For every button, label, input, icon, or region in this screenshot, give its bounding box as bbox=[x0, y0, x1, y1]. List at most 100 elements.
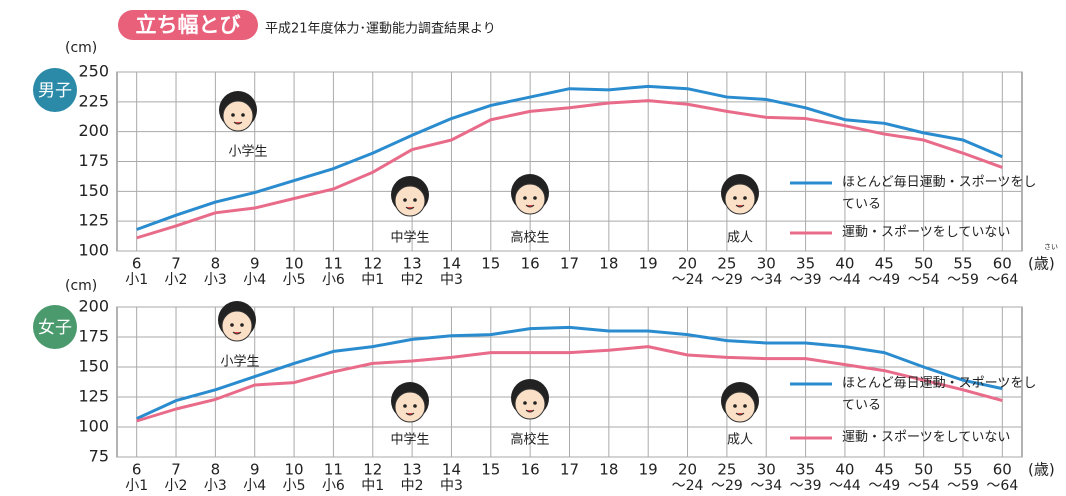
x-tick-label: 45 bbox=[875, 255, 894, 273]
x-tick-sublabel: 〜39 bbox=[790, 272, 822, 288]
x-tick-label: 25 bbox=[717, 255, 736, 273]
x-tick-label: 55 bbox=[953, 255, 972, 273]
x-tick-label: 35 bbox=[796, 255, 815, 273]
annotation: 成人 bbox=[727, 231, 753, 246]
x-tick-label: 13 bbox=[403, 255, 422, 273]
x-tick-label: 12 bbox=[363, 461, 382, 479]
eye bbox=[733, 196, 737, 200]
x-tick-label: 10 bbox=[285, 255, 304, 273]
y-tick-label: 75 bbox=[89, 447, 109, 466]
x-tick-label: 60 bbox=[993, 461, 1012, 479]
x-tick-label: 6 bbox=[132, 255, 142, 273]
x-tick-label: 7 bbox=[171, 255, 181, 273]
x-tick-sublabel: 小6 bbox=[322, 478, 345, 494]
x-tick-label: 18 bbox=[599, 255, 618, 273]
eye bbox=[413, 404, 417, 408]
face bbox=[223, 101, 253, 131]
x-tick-sublabel: 〜29 bbox=[711, 272, 743, 288]
x-tick-label: 19 bbox=[639, 255, 658, 273]
eye bbox=[533, 401, 537, 405]
x-tick-sublabel: 〜64 bbox=[986, 272, 1018, 288]
x-tick-sublabel: 小4 bbox=[243, 478, 266, 494]
x-tick-label: 25 bbox=[717, 461, 736, 479]
eye bbox=[523, 196, 527, 200]
x-tick-label: 60 bbox=[993, 255, 1012, 273]
x-tick-label: 11 bbox=[324, 255, 343, 273]
face bbox=[725, 184, 755, 214]
face bbox=[395, 186, 425, 216]
x-tick-label: 55 bbox=[953, 461, 972, 479]
x-tick-sublabel: 小1 bbox=[125, 478, 148, 494]
y-tick-label: 125 bbox=[78, 211, 109, 230]
x-tick-sublabel: 中2 bbox=[401, 272, 424, 288]
x-tick-label: 18 bbox=[599, 461, 618, 479]
x-tick-label: 10 bbox=[285, 461, 304, 479]
x-tick-label: 30 bbox=[757, 255, 776, 273]
face bbox=[222, 311, 252, 341]
subtitle: 平成21年度体力･運動能力調査結果より bbox=[265, 21, 496, 37]
x-tick-sublabel: 小4 bbox=[243, 272, 266, 288]
x-tick-label: 9 bbox=[250, 461, 260, 479]
x-tick-sublabel: 〜24 bbox=[672, 478, 704, 494]
chart: 立ち幅とび 平成21年度体力･運動能力調査結果より 6小17小28小39小410… bbox=[0, 0, 1066, 496]
y-tick-label: 100 bbox=[78, 417, 109, 436]
x-tick-sublabel: 〜49 bbox=[868, 478, 900, 494]
y-tick-label: 200 bbox=[78, 121, 109, 140]
x-tick-label: 14 bbox=[442, 461, 461, 479]
x-tick-label: 30 bbox=[757, 461, 776, 479]
x-tick-label: 15 bbox=[481, 461, 500, 479]
x-tick-label: 16 bbox=[521, 255, 540, 273]
x-tick-sublabel: 小5 bbox=[283, 478, 306, 494]
annotation: 高校生 bbox=[510, 432, 549, 448]
eye bbox=[523, 401, 527, 405]
x-tick-sublabel: 中1 bbox=[361, 272, 384, 288]
x-tick-label: 50 bbox=[914, 255, 933, 273]
x-unit: (歳) bbox=[1028, 255, 1055, 273]
face bbox=[395, 392, 425, 422]
x-tick-label: 14 bbox=[442, 255, 461, 273]
y-tick-label: 200 bbox=[78, 297, 109, 316]
group-label: 男子 bbox=[38, 81, 72, 101]
x-tick-label: 17 bbox=[560, 461, 579, 479]
x-tick-label: 13 bbox=[403, 461, 422, 479]
x-tick-sublabel: 〜59 bbox=[947, 478, 979, 494]
x-tick-label: 8 bbox=[211, 461, 221, 479]
eye bbox=[403, 198, 407, 202]
face bbox=[515, 184, 545, 214]
y-tick-label: 150 bbox=[78, 357, 109, 376]
x-tick-sublabel: 〜49 bbox=[868, 272, 900, 288]
x-tick-sublabel: 小3 bbox=[204, 478, 227, 494]
legend-label: ほとんど毎日運動・スポーツをしている bbox=[842, 373, 1042, 417]
x-tick-sublabel: 〜59 bbox=[947, 272, 979, 288]
x-tick-label: 50 bbox=[914, 461, 933, 479]
y-tick-label: 125 bbox=[78, 387, 109, 406]
x-tick-sublabel: 〜34 bbox=[750, 478, 782, 494]
face bbox=[725, 392, 755, 422]
legend-label: 運動・スポーツをしていない bbox=[842, 222, 1042, 244]
x-tick-sublabel: 小1 bbox=[125, 272, 148, 288]
x-tick-sublabel: 小2 bbox=[165, 272, 188, 288]
x-tick-label: 40 bbox=[835, 461, 854, 479]
x-tick-sublabel: 〜34 bbox=[750, 272, 782, 288]
page: 立ち幅とび 平成21年度体力･運動能力調査結果より 6小17小28小39小410… bbox=[0, 0, 1066, 496]
x-tick-label: 20 bbox=[678, 255, 697, 273]
annotation: 小学生 bbox=[220, 354, 259, 370]
y-tick-label: 250 bbox=[78, 62, 109, 81]
eye bbox=[743, 404, 747, 408]
x-tick-sublabel: 〜54 bbox=[908, 272, 940, 288]
x-tick-sublabel: 〜64 bbox=[986, 478, 1018, 494]
x-tick-sublabel: 〜29 bbox=[711, 478, 743, 494]
x-tick-label: 15 bbox=[481, 255, 500, 273]
x-tick-label: 8 bbox=[211, 255, 221, 273]
x-tick-sublabel: 小6 bbox=[322, 272, 345, 288]
annotation: 小学生 bbox=[228, 144, 267, 160]
x-tick-label: 11 bbox=[324, 461, 343, 479]
face bbox=[515, 389, 545, 419]
y-tick-label: 100 bbox=[78, 241, 109, 260]
y-unit: (cm) bbox=[65, 278, 97, 294]
x-tick-label: 20 bbox=[678, 461, 697, 479]
x-tick-sublabel: 中2 bbox=[401, 478, 424, 494]
x-tick-sublabel: 中3 bbox=[440, 272, 463, 288]
x-unit-ruby: さい bbox=[1044, 243, 1058, 251]
x-tick-sublabel: 〜39 bbox=[790, 478, 822, 494]
